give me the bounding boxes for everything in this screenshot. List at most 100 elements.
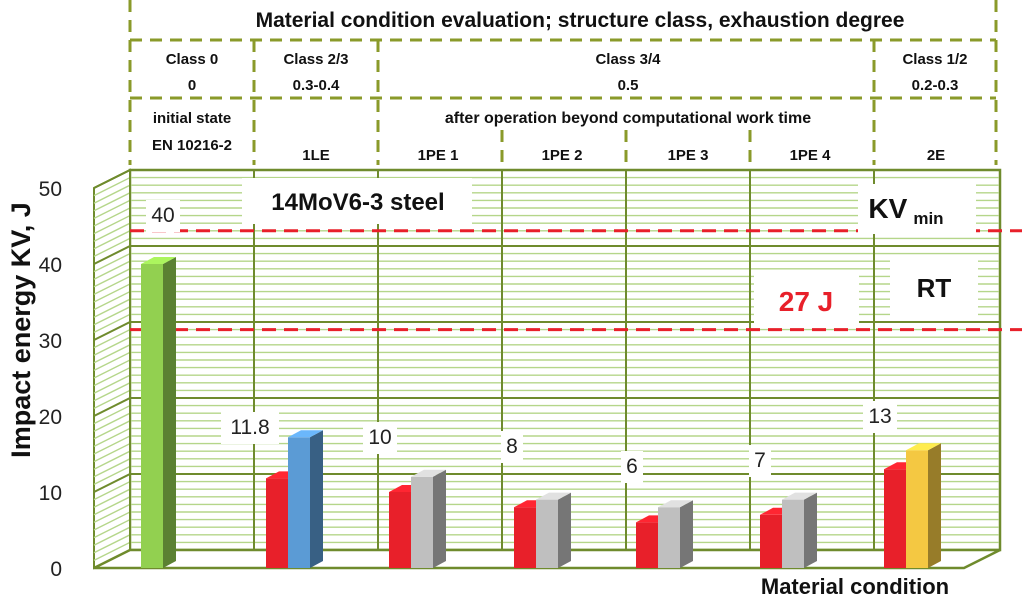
data-label-box-0 [146, 200, 180, 232]
side-gridline [93, 366, 131, 387]
rt-label-box [890, 256, 978, 318]
state-initial-line2: EN 10216-2 [152, 137, 232, 154]
category-label-3: 1PE 2 [542, 147, 583, 164]
side-gridline [93, 549, 131, 569]
side-gridline [93, 389, 131, 410]
data-labels: 40 11.8 10 8 6 7 13 [146, 200, 897, 483]
axes: 0 10 20 30 40 50 1LE 1PE 1 1PE 2 1PE 3 1PE 4 2E [39, 147, 946, 581]
side-gridline [93, 245, 131, 265]
side-gridline [93, 465, 131, 486]
side-gridline [93, 176, 131, 197]
y-tick-label-5: 50 [39, 178, 62, 201]
side-gridline [93, 442, 131, 463]
side-gridline [93, 222, 131, 242]
kv-label-box [858, 184, 976, 234]
side-gridline [93, 526, 131, 546]
side-gridline [93, 382, 131, 402]
reference-lines [130, 229, 1022, 332]
category-label-4: 1PE 3 [668, 147, 709, 164]
class-degree-1: 0.3-0.4 [293, 77, 340, 94]
side-gridline [93, 359, 131, 379]
y-tick-label-2: 20 [39, 406, 62, 429]
bars [141, 257, 941, 568]
class-degree-3: 0.2-0.3 [912, 77, 959, 94]
data-label-5: 7 [754, 449, 766, 472]
header-title: Material condition evaluation; structure… [256, 9, 905, 32]
rt-label: RT [917, 273, 952, 303]
data-label-4: 6 [626, 455, 638, 478]
y-tick-label-1: 10 [39, 482, 62, 505]
side-gridline [93, 275, 131, 296]
side-gridline [93, 306, 131, 326]
side-gridline [93, 412, 131, 432]
steel-label: 14MoV6-3 steel [271, 189, 444, 216]
side-gridline [93, 207, 131, 227]
side-gridline [93, 450, 131, 470]
kv-main: KV [868, 193, 907, 224]
y-tick-label-3: 30 [39, 330, 62, 353]
annotations: 14MoV6-3 steel KV min RT 27 J [242, 178, 978, 328]
bar-series2-2 [411, 469, 446, 568]
side-gridline [93, 230, 131, 250]
bar-series2-5 [782, 492, 817, 568]
side-gridline [93, 503, 131, 524]
y-tick-label-4: 40 [39, 254, 62, 277]
side-gridline [93, 496, 131, 516]
side-gridline [93, 480, 131, 501]
data-label-6: 13 [868, 405, 891, 428]
category-label-5: 1PE 4 [790, 147, 832, 164]
data-label-3: 8 [506, 435, 518, 458]
side-gridline [93, 321, 131, 341]
side-gridline [93, 237, 131, 258]
class-label-2: Class 3/4 [595, 51, 661, 68]
side-gridline [93, 473, 131, 493]
category-label-1: 1LE [302, 147, 330, 164]
class-degree-0: 0 [188, 77, 196, 94]
side-gridline [93, 344, 131, 364]
side-gridline [93, 404, 131, 425]
category-label-6: 2E [927, 147, 945, 164]
side-gridline [93, 290, 131, 311]
y-axis-title: Impact energy KV, J [6, 202, 36, 458]
side-gridline [93, 328, 131, 349]
class-label-0: Class 0 [166, 51, 219, 68]
limit-label: 27 J [779, 286, 834, 317]
category-label-2: 1PE 1 [418, 147, 459, 164]
bar-series2-6 [906, 443, 941, 568]
class-label-1: Class 2/3 [283, 51, 348, 68]
header-table: Material condition evaluation; structure… [152, 9, 968, 154]
class-degree-2: 0.5 [618, 77, 639, 94]
bar-series2-3 [536, 492, 571, 568]
data-label-box-1 [221, 412, 279, 444]
data-label-0: 40 [151, 204, 174, 227]
side-gridline [93, 534, 131, 554]
side-gridline [93, 199, 131, 220]
class-label-3: Class 1/2 [902, 51, 967, 68]
data-label-box-3 [501, 431, 523, 463]
side-gridline [93, 214, 131, 235]
data-label-2: 10 [368, 426, 391, 449]
side-gridline [93, 252, 131, 273]
limit-label-box [754, 272, 859, 328]
side-gridline [93, 298, 131, 318]
side-gridline [93, 511, 131, 531]
side-gridline [93, 435, 131, 455]
data-label-box-4 [621, 451, 643, 483]
kv-label: KV min [868, 193, 943, 228]
side-gridline [93, 169, 131, 189]
data-label-box-6 [863, 401, 897, 433]
data-label-box-2 [363, 422, 397, 454]
data-label-1: 11.8 [230, 416, 269, 439]
data-label-box-5 [749, 445, 771, 477]
side-gridline [93, 427, 131, 448]
header-dashed-grid [128, 0, 998, 165]
side-gridline [93, 268, 131, 288]
state-initial-line1: initial state [153, 110, 231, 127]
side-gridline [93, 313, 131, 334]
side-gridline [93, 541, 131, 562]
side-gridline [93, 260, 131, 280]
side-gridline [93, 458, 131, 478]
side-gridline [93, 336, 131, 356]
side-gridline [93, 374, 131, 394]
